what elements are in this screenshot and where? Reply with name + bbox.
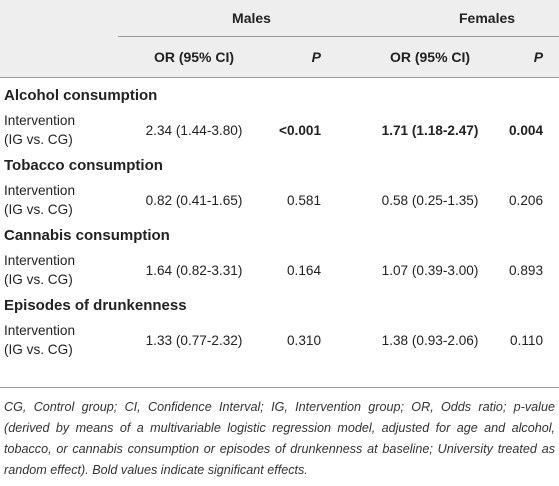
- section-heading-row: Tobacco consumption: [0, 152, 559, 178]
- row-label-line1: Intervention: [4, 183, 76, 198]
- row-label-line1: Intervention: [4, 253, 76, 268]
- table-bottom-rule: [0, 387, 559, 388]
- males-p-value: 0.164: [286, 262, 322, 278]
- females-or-value: 1.38 (0.93-2.06): [381, 332, 479, 348]
- females-group-header: Females: [459, 10, 516, 26]
- females-p-value: 0.004: [509, 122, 544, 138]
- table-row: Intervention (IG vs. CG) 2.34 (1.44-3.80)…: [0, 108, 559, 152]
- females-or-value: 1.71 (1.18-2.47): [381, 122, 479, 138]
- males-p-value: 0.581: [286, 192, 322, 208]
- males-or-value: 0.82 (0.41-1.65): [145, 192, 243, 208]
- males-p-header: P: [270, 36, 346, 78]
- males-or-value: 1.33 (0.77-2.32): [145, 332, 243, 348]
- section-heading-row: Episodes of drunkenness: [0, 292, 559, 318]
- row-label-line1: Intervention: [4, 113, 76, 128]
- row-label-line2: (IG vs. CG): [4, 342, 73, 357]
- males-p-value: 0.310: [286, 332, 322, 348]
- table-row: Intervention (IG vs. CG) 1.64 (0.82-3.31)…: [0, 248, 559, 292]
- table-row: Intervention (IG vs. CG) 1.33 (0.77-2.32)…: [0, 318, 559, 362]
- table-footnote: CG, Control group; CI, Confidence Interv…: [4, 400, 555, 477]
- females-or-value: 1.07 (0.39-3.00): [381, 262, 479, 278]
- section-title: Tobacco consumption: [4, 156, 163, 174]
- males-or-value: 2.34 (1.44-3.80): [145, 122, 243, 138]
- females-p-value: 0.893: [509, 262, 544, 278]
- row-label-line2: (IG vs. CG): [4, 202, 73, 217]
- males-or-value: 1.64 (0.82-3.31): [145, 262, 243, 278]
- females-or-header: OR (95% CI): [345, 36, 496, 78]
- section-heading-row: Cannabis consumption: [0, 222, 559, 248]
- row-label-line2: (IG vs. CG): [4, 272, 73, 287]
- males-group-header: Males: [232, 10, 271, 26]
- females-p-value: 0.110: [510, 332, 544, 348]
- column-header-row: OR (95% CI) P OR (95% CI) P: [0, 36, 559, 78]
- section-title: Alcohol consumption: [0, 77, 559, 108]
- section-title: Episodes of drunkenness: [4, 296, 187, 314]
- males-p-value: <0.001: [279, 122, 322, 138]
- females-or-value: 0.58 (0.25-1.35): [381, 192, 479, 208]
- section-heading-row: Alcohol consumption: [0, 77, 559, 108]
- odds-ratio-table: Males Females OR (95% CI) P OR (95% CI) …: [0, 0, 559, 362]
- males-or-header: OR (95% CI): [118, 36, 270, 78]
- section-title: Cannabis consumption: [4, 226, 170, 244]
- females-p-header: P: [495, 36, 559, 78]
- table-row: Intervention (IG vs. CG) 0.82 (0.41-1.65)…: [0, 178, 559, 222]
- females-p-value: 0.206: [509, 192, 544, 208]
- row-label-line1: Intervention: [4, 323, 76, 338]
- row-label-line2: (IG vs. CG): [4, 132, 73, 147]
- group-header-row: Males Females: [0, 0, 559, 37]
